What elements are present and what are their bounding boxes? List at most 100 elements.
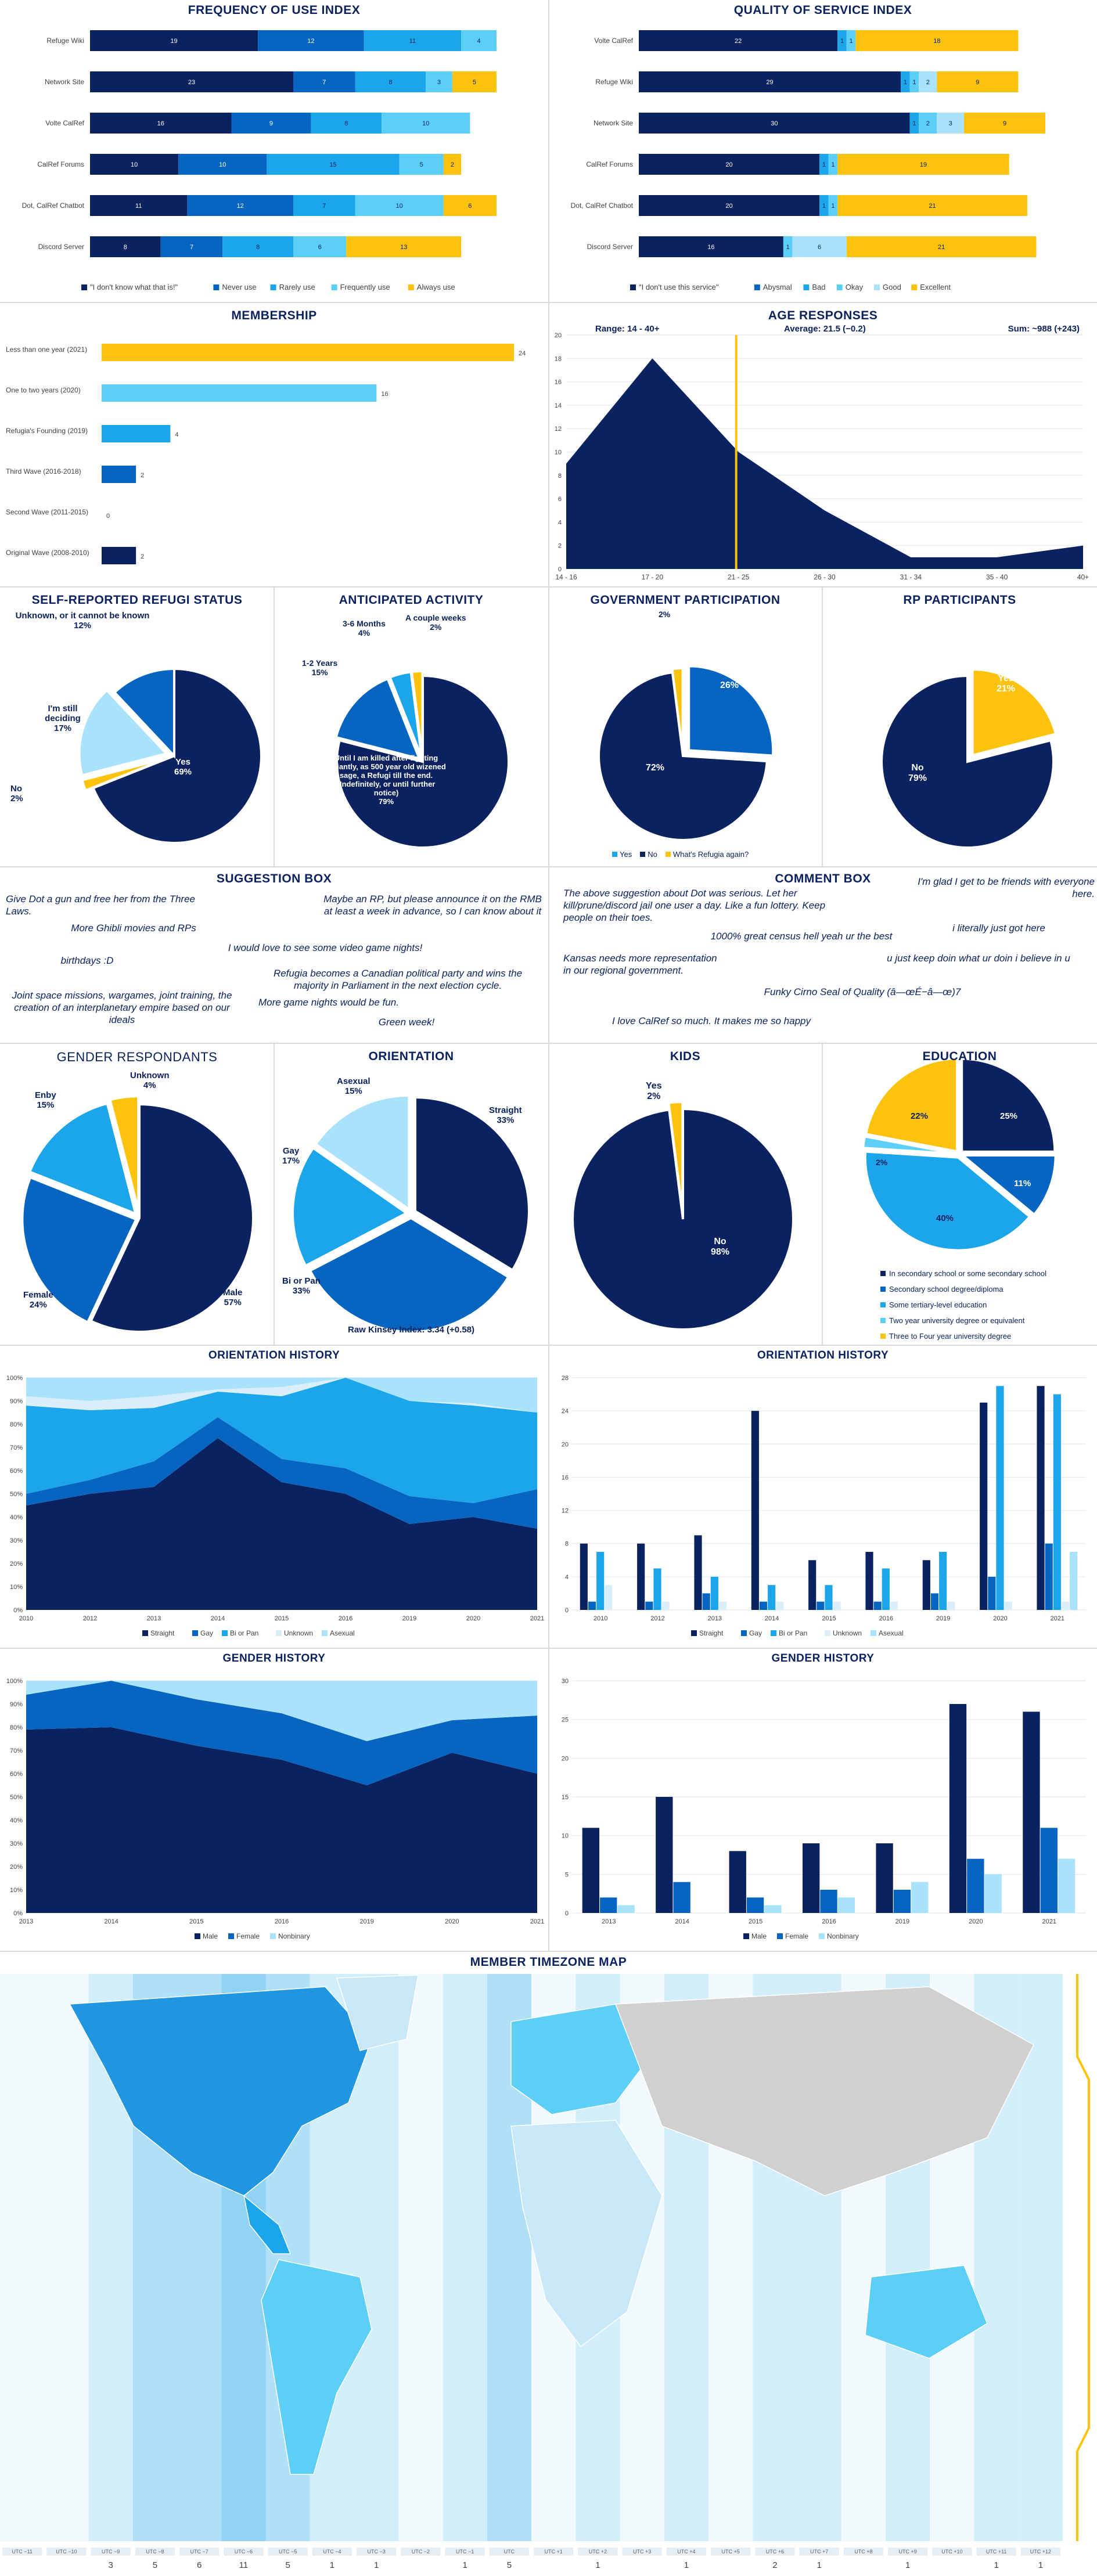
legend-swatch: [630, 284, 636, 290]
bar: [930, 1593, 939, 1610]
bar-value: 4: [477, 38, 481, 45]
bar: [764, 1905, 782, 1913]
bar-segment: [90, 71, 293, 92]
bar: [939, 1552, 947, 1610]
gov-title: GOVERNMENT PARTICIPATION: [590, 593, 781, 607]
pie-slice: [109, 1095, 140, 1210]
timezone-count: 1: [684, 2560, 689, 2570]
timezone-label-bg: [224, 2548, 264, 2556]
pie-slice: [413, 1096, 530, 1272]
bar-value: 21: [938, 244, 945, 251]
central-america-landmass: [243, 2195, 292, 2254]
suggestion-item: Give Dot a gun and free her from the Thr…: [6, 894, 196, 917]
bar: [984, 1874, 1002, 1913]
timezone-label-bg: [666, 2548, 706, 2556]
legend-label: Asexual: [879, 1629, 904, 1637]
rp-panel: RP PARTICIPANTS Yes 21% No 79%: [822, 588, 1097, 866]
dateline: [1076, 1974, 1090, 2541]
bar-segment: [293, 236, 347, 257]
timezone-label: UTC +2: [589, 2549, 607, 2555]
bar-segment: [837, 154, 1009, 175]
timezone-label-bg: [888, 2548, 928, 2556]
legend-swatch: [825, 1630, 830, 1636]
y-tick-label: 0: [565, 1910, 569, 1917]
bar-value: 6: [318, 244, 322, 251]
legend-swatch: [228, 1933, 234, 1939]
x-tick-label: 2016: [879, 1615, 893, 1622]
y-tick-label: 16: [562, 1474, 569, 1481]
timezone-count: 11: [239, 2560, 249, 2570]
bar: [729, 1851, 746, 1913]
gender-label-male: Male 57%: [223, 1288, 243, 1307]
y-tick-label: 40%: [10, 1514, 23, 1521]
timezone-label: UTC +3: [633, 2549, 651, 2555]
legend-label: Unknown: [833, 1629, 862, 1637]
gender-label-unknown: Unknown 4%: [130, 1071, 170, 1090]
bar-segment: [267, 154, 400, 175]
timezone-label-bg: [179, 2548, 220, 2556]
timezone-label-bg: [357, 2548, 397, 2556]
age-title: AGE RESPONSES: [768, 309, 878, 322]
x-tick-label: 2020: [969, 1918, 983, 1925]
x-tick-label: 40+: [1077, 573, 1089, 581]
bar-segment: [452, 71, 497, 92]
x-tick-label: 14 - 16: [555, 573, 577, 581]
y-tick-label: 70%: [10, 1444, 23, 1451]
bar-segment: [783, 236, 793, 257]
timezone-label-bg: [976, 2548, 1016, 2556]
bar-value: 21: [929, 203, 936, 210]
bar-segment: [639, 236, 783, 257]
y-tick-label: 10%: [10, 1887, 23, 1894]
legend-label: Never use: [222, 283, 256, 291]
y-tick-label: 12: [562, 1508, 569, 1515]
legend-swatch: [322, 1630, 328, 1636]
bar-value: 0: [106, 513, 110, 520]
bar: [673, 1882, 690, 1913]
bar-segment: [837, 195, 1027, 216]
legend-label: Bi or Pan: [779, 1629, 807, 1637]
y-tick-label: 5: [565, 1871, 569, 1878]
y-tick-label: 4: [558, 519, 562, 526]
bar-segment: [639, 195, 820, 216]
legend-label: Gay: [749, 1629, 762, 1637]
timezone-label: UTC −11: [12, 2549, 33, 2555]
area-series: [26, 1681, 537, 1741]
pie-slice: [410, 670, 424, 758]
suggestion-panel: SUGGESTION BOX Give Dot a gun and free h…: [0, 867, 548, 1043]
bar-value: 16: [157, 120, 164, 127]
ohist-area-panel: ORIENTATION HISTORY 0% 10% 20% 30% 40% 50% 60%…: [0, 1346, 548, 1648]
pie-slice: [688, 665, 775, 757]
bar-value: 10: [131, 161, 138, 168]
bar: [746, 1897, 764, 1913]
bar-value: 2: [926, 79, 930, 86]
legend-label: Nonbinary: [827, 1932, 859, 1940]
asia-landmass: [614, 1986, 1034, 2196]
area-series: [26, 1681, 537, 1785]
bar: [776, 1601, 784, 1610]
x-tick-label: 2015: [749, 1918, 762, 1925]
bar-segment: [399, 154, 444, 175]
timezone-label-bg: [755, 2548, 795, 2556]
quality-title: QUALITY OF SERVICE INDEX: [733, 3, 912, 17]
area-series: [26, 1417, 537, 1529]
timezone-label: UTC +8: [854, 2549, 872, 2555]
x-tick-label: 35 - 40: [986, 573, 1008, 581]
orient-label-bi: Bi or Pan 33%: [282, 1276, 321, 1296]
legend-swatch: [874, 284, 880, 290]
bar-value: 19: [170, 38, 177, 45]
area-series: [26, 1378, 537, 1503]
bar-value: 1: [831, 161, 835, 168]
category-label: Volte CalRef: [45, 119, 84, 127]
x-tick-label: 2013: [19, 1918, 33, 1925]
y-tick-label: 80%: [10, 1724, 23, 1731]
bar: [817, 1601, 825, 1610]
gender-pie: [21, 1095, 254, 1333]
pie-slice: [292, 1146, 409, 1267]
status-pie: [78, 667, 262, 844]
bar-segment: [443, 195, 497, 216]
bar: [596, 1552, 605, 1610]
ghist-bar-title: GENDER HISTORY: [771, 1652, 875, 1665]
bar: [102, 466, 136, 483]
suggestion-item: More game nights would be fun.: [258, 997, 399, 1008]
